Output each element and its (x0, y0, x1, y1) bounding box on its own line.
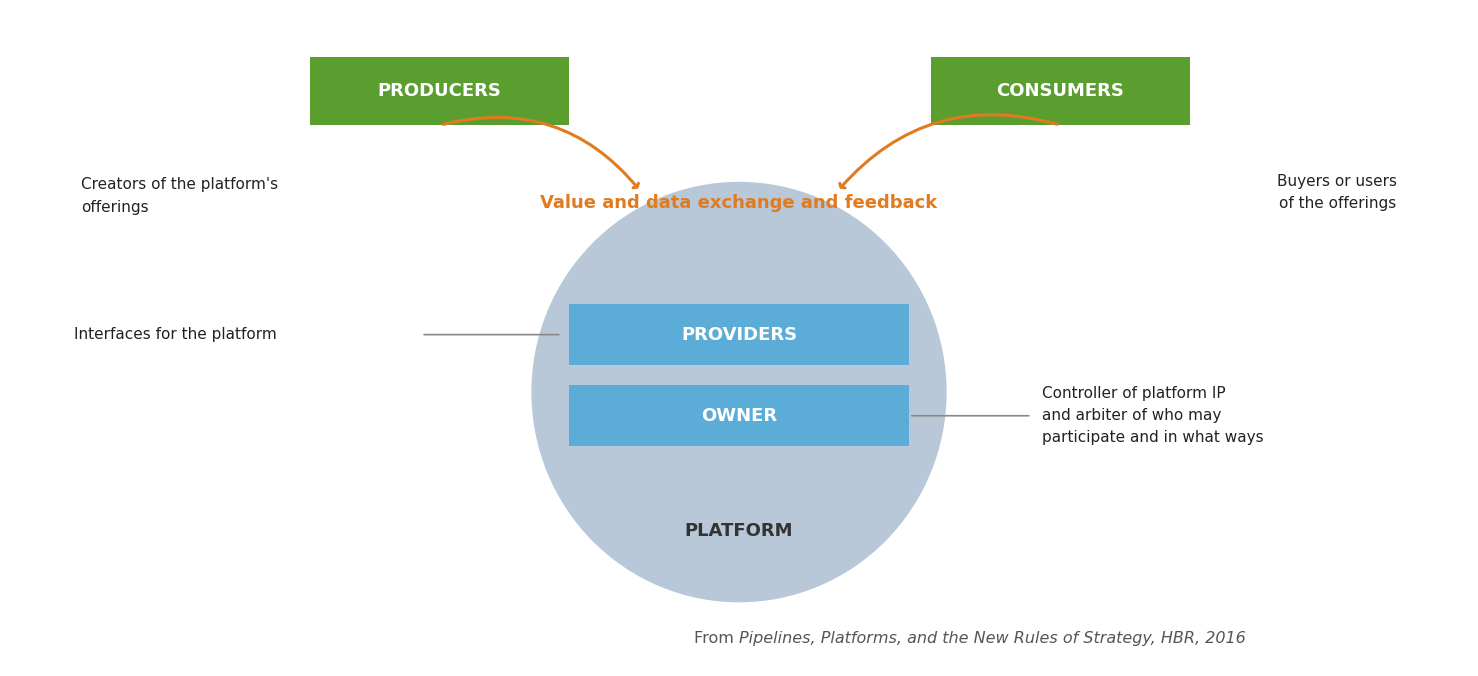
Text: OWNER: OWNER (701, 407, 777, 425)
Text: PRODUCERS: PRODUCERS (378, 82, 501, 100)
FancyBboxPatch shape (569, 385, 909, 446)
Text: CONSUMERS: CONSUMERS (996, 82, 1125, 100)
Text: Creators of the platform's
offerings: Creators of the platform's offerings (81, 177, 278, 215)
Text: Interfaces for the platform: Interfaces for the platform (74, 327, 276, 342)
FancyBboxPatch shape (569, 304, 909, 365)
FancyBboxPatch shape (931, 57, 1190, 125)
Text: Value and data exchange and feedback: Value and data exchange and feedback (541, 194, 937, 212)
Text: Controller of platform IP
and arbiter of who may
participate and in what ways: Controller of platform IP and arbiter of… (1042, 386, 1264, 445)
Text: Pipelines, Platforms, and the New Rules of Strategy, HBR, 2016: Pipelines, Platforms, and the New Rules … (739, 631, 1246, 646)
FancyBboxPatch shape (310, 57, 569, 125)
Text: PROVIDERS: PROVIDERS (681, 326, 797, 343)
Text: From: From (695, 631, 739, 646)
Ellipse shape (532, 183, 946, 602)
Text: Buyers or users
of the offerings: Buyers or users of the offerings (1277, 174, 1397, 212)
Text: PLATFORM: PLATFORM (684, 522, 794, 539)
